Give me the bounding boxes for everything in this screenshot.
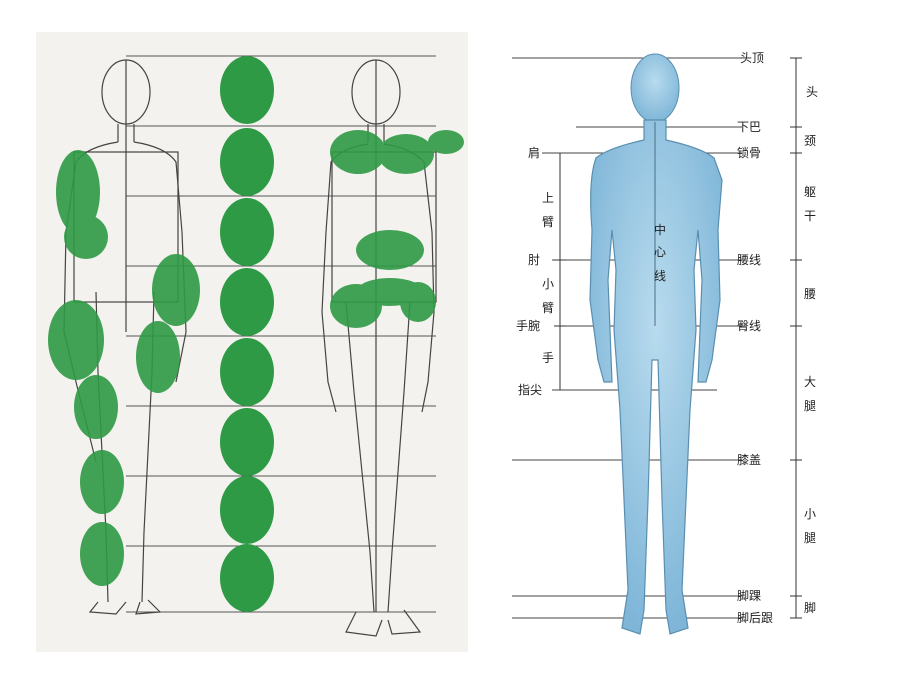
label-hand: 手: [542, 351, 554, 365]
label-fingertip: 指尖: [518, 382, 542, 397]
section-thigh-1: 大: [804, 375, 816, 389]
section-calf-2: 腿: [804, 531, 816, 545]
section-foot: 脚: [804, 600, 816, 615]
label-forearm-1: 小: [542, 277, 554, 291]
section-head: 头: [806, 85, 818, 99]
label-knee: 膝盖: [737, 453, 761, 467]
label-head-top: 头顶: [740, 51, 764, 65]
section-torso-2: 干: [804, 209, 816, 223]
label-chin: 下巴: [737, 120, 761, 134]
anatomy-label-panel: 头顶 下巴 锁骨 腰线 臀线 膝盖 脚踝 脚后跟 肩 上 臂 肘 小 臂 手腕 …: [512, 30, 830, 660]
label-ankle: 脚踝: [737, 588, 761, 603]
label-heel: 脚后跟: [737, 610, 773, 625]
section-waist: 腰: [804, 287, 816, 301]
section-thigh-2: 腿: [804, 399, 816, 413]
front-view-ovals: [330, 130, 464, 328]
label-upper-arm-1: 上: [542, 191, 554, 205]
label-center-1: 中: [654, 222, 666, 237]
label-center-3: 线: [654, 269, 666, 283]
back-view-ovals: [48, 150, 200, 586]
label-clavicle: 锁骨: [737, 145, 761, 160]
anatomy-figure: 头顶 下巴 锁骨 腰线 臀线 膝盖 脚踝 脚后跟 肩 上 臂 肘 小 臂 手腕 …: [512, 51, 818, 635]
arm-dimension-line: [554, 153, 566, 390]
label-upper-arm-2: 臂: [542, 215, 554, 229]
label-waist-line: 腰线: [737, 253, 761, 267]
proportion-drawing: [48, 55, 464, 637]
label-shoulder: 肩: [528, 145, 540, 160]
section-calf-1: 小: [804, 507, 816, 521]
label-center-2: 心: [654, 245, 666, 259]
proportion-drawing-panel: [36, 32, 468, 652]
section-torso-1: 躯: [804, 184, 816, 199]
label-elbow: 肘: [528, 252, 540, 267]
body-silhouette: [589, 53, 723, 635]
dimension-line: [790, 57, 802, 619]
head-unit-ovals: [220, 56, 274, 612]
label-forearm-2: 臂: [542, 301, 554, 315]
section-neck: 颈: [804, 134, 816, 148]
label-hip-line: 臀线: [737, 319, 761, 333]
label-wrist: 手腕: [516, 318, 540, 333]
